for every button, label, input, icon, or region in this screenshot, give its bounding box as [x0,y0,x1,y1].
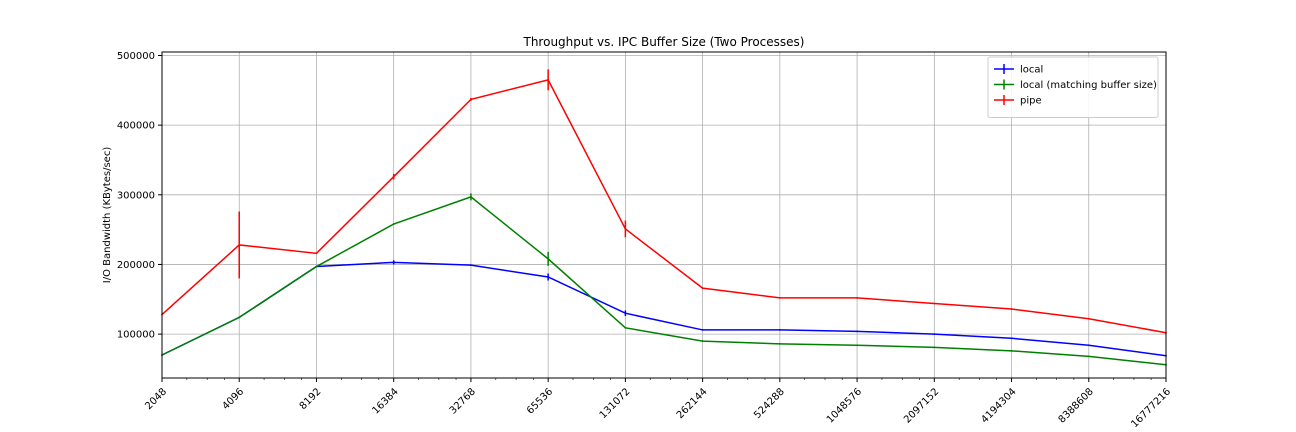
x-tick-label: 1048576 [825,386,864,425]
x-tick-label: 16384 [370,386,400,416]
series-line [161,261,1167,357]
legend-label: local [1020,65,1043,76]
data-point [470,195,472,198]
data-point [856,330,858,333]
legend-label: pipe [1020,96,1042,107]
data-point [547,78,550,81]
x-tick-label: 4096 [221,386,247,412]
data-point [547,257,550,260]
data-point [778,342,781,345]
y-tick-label: 200000 [117,260,155,271]
data-point [701,340,704,342]
y-axis-label: I/O Bandwidth (KBytes/sec) [102,147,113,284]
data-point [1087,344,1090,347]
x-tick-label: 2097152 [902,386,941,425]
series-1 [161,193,1167,366]
chart-title: Throughput vs. IPC Buffer Size (Two Proc… [523,35,805,49]
data-point [933,346,936,349]
x-tick-label: 8192 [298,386,324,412]
data-point [624,228,627,230]
data-point [856,344,858,347]
x-tick-label: 131072 [598,386,633,421]
x-tick-label: 16777216 [1129,386,1173,430]
x-tick-label: 65536 [525,386,555,416]
legend-label: local (matching buffer size) [1020,80,1157,91]
data-point [392,223,395,225]
data-point [1087,317,1090,320]
data-point [856,296,858,299]
data-point [392,175,395,178]
series-line [161,196,1167,366]
data-point [238,244,241,246]
plot-frame [161,51,1167,379]
data-point [1010,337,1013,340]
x-tick-label: 4194304 [979,386,1018,425]
series-layer [161,69,1167,366]
series-line [161,78,1167,334]
data-point [1010,308,1013,310]
data-point [624,326,627,329]
x-tick-label: 2048 [143,386,169,412]
data-point [778,296,781,299]
x-tick-label: 524288 [752,386,787,421]
x-tick-label: 8388608 [1057,386,1096,425]
y-tick-label: 500000 [117,51,155,62]
data-point [933,333,936,336]
data-point [778,329,781,331]
data-point [701,287,704,290]
data-point [1010,349,1013,352]
series-0 [161,260,1167,357]
data-point [624,312,627,315]
data-point [470,98,472,101]
data-point [238,316,241,319]
data-point [1087,355,1090,358]
y-tick-label: 400000 [117,121,155,132]
data-point [470,264,472,267]
legend: local local (matching buffer size) pipe [987,56,1159,118]
x-tick-label: 262144 [675,386,710,421]
legend-box [987,56,1159,118]
data-point [547,276,550,278]
x-tick-label: 32768 [448,386,478,416]
data-point [701,329,704,331]
y-tick-label: 100000 [117,330,155,341]
data-point [933,302,936,305]
data-point [315,265,318,268]
data-point [315,252,318,255]
data-point [392,261,395,264]
y-tick-label: 300000 [117,190,155,201]
